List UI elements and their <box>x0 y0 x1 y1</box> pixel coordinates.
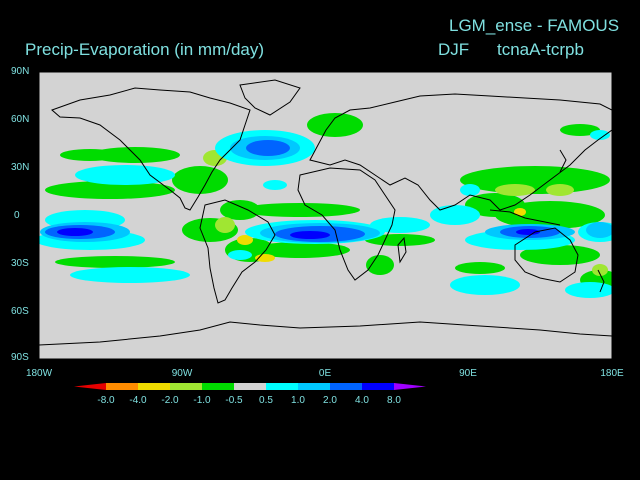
indonesia <box>489 209 561 226</box>
colorbar-swatch <box>138 383 170 390</box>
lon-label-90e: 90E <box>459 368 477 379</box>
cb-label-7: 1.0 <box>291 395 305 406</box>
lat-label-90n: 90N <box>11 66 30 77</box>
map-border <box>38 71 613 360</box>
lon-label-90w: 90W <box>171 368 193 379</box>
cb-label-2: -4.0 <box>129 395 147 406</box>
cb-label-4: -1.0 <box>193 395 211 406</box>
south-america <box>199 199 276 304</box>
colorbar-swatch <box>234 383 266 390</box>
cb-label-9: 4.0 <box>355 395 369 406</box>
europe-asia <box>309 93 612 211</box>
colorbar-swatch <box>362 383 394 390</box>
colorbar-swatch <box>266 383 298 390</box>
lat-label-90s: 90S <box>11 352 29 363</box>
lon-label-180w: 180W <box>25 368 53 379</box>
variable-title: Precip-Evaporation (in mm/day) <box>25 40 265 59</box>
nz <box>597 269 605 293</box>
lat-label-30n: 30N <box>11 162 30 173</box>
darkblue-patches <box>57 228 540 239</box>
lon-label-180e: 180E <box>600 368 624 379</box>
africa <box>297 167 396 281</box>
colorbar-swatch <box>74 383 106 390</box>
colorbar-swatch <box>202 383 234 390</box>
north-america <box>51 87 251 211</box>
experiment-label: tcnaA-tcrpb <box>497 40 584 59</box>
model-title: LGM_ense - FAMOUS <box>449 16 620 35</box>
japan <box>559 149 567 173</box>
lat-label-30s: 30S <box>11 258 29 269</box>
colorbar <box>74 383 426 390</box>
lon-label-0e: 0E <box>318 368 332 379</box>
cb-label-3: -2.0 <box>161 395 179 406</box>
australia <box>514 227 579 283</box>
cb-label-8: 2.0 <box>323 395 337 406</box>
cb-label-10: 8.0 <box>387 395 401 406</box>
greenland <box>239 79 301 116</box>
lat-label-eq: 0 <box>14 210 20 221</box>
yellow-patches <box>237 208 526 262</box>
field-layer <box>39 113 612 298</box>
cb-label-1: -8.0 <box>97 395 115 406</box>
lat-label-60s: 60S <box>11 306 29 317</box>
colorbar-swatch <box>170 383 202 390</box>
antarctica <box>39 321 612 346</box>
colorbar-swatch <box>106 383 138 390</box>
colorbar-swatch <box>394 383 426 390</box>
coastlines <box>39 79 612 346</box>
cb-label-6: 0.5 <box>259 395 273 406</box>
lat-label-60n: 60N <box>11 114 30 125</box>
colorbar-swatch <box>298 383 330 390</box>
madagascar <box>397 236 407 264</box>
cb-label-5: -0.5 <box>225 395 243 406</box>
season-label: DJF <box>438 40 470 59</box>
colorbar-swatch <box>330 383 362 390</box>
